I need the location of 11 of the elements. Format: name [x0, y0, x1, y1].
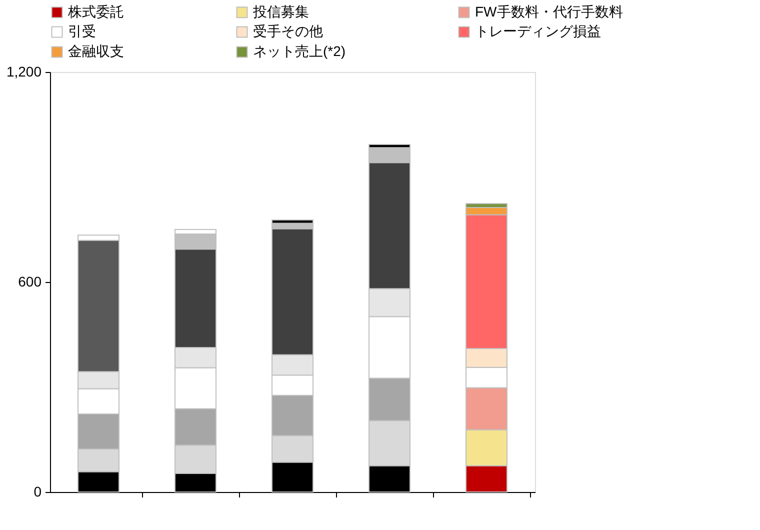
- y-tick-label: 1,200: [6, 64, 42, 80]
- legend-label: FW手数料・代行手数料: [475, 3, 623, 20]
- y-tick-label: 600: [18, 274, 42, 290]
- legend-label: トレーディング損益: [475, 23, 601, 39]
- legend-label: 引受: [68, 23, 96, 39]
- y-tick-label: 0: [34, 484, 42, 500]
- legend-label: ネット売上(*2): [253, 43, 346, 59]
- legend-label: 投信募集: [252, 3, 309, 20]
- legend-label: 受手その他: [253, 23, 323, 39]
- legend-label: 金融収支: [68, 43, 124, 59]
- legend-label: 株式委託: [67, 3, 124, 20]
